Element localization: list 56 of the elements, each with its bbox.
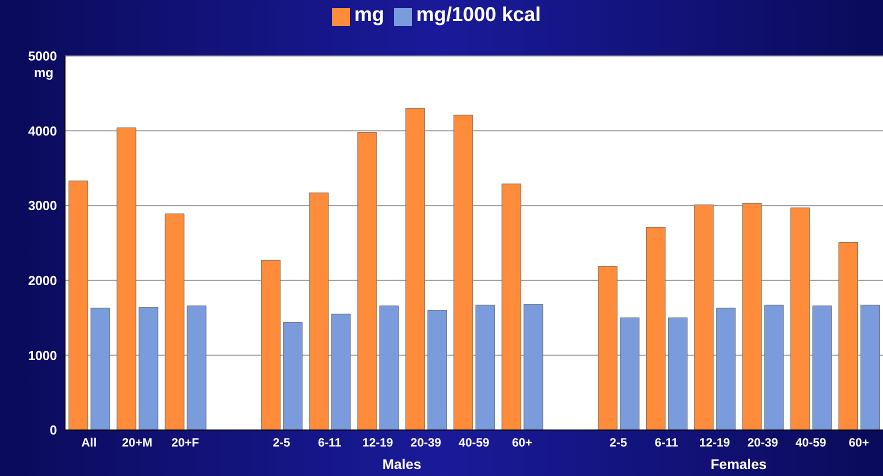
bar bbox=[742, 203, 762, 430]
text: Females bbox=[710, 456, 768, 472]
bar bbox=[476, 304, 496, 430]
bar bbox=[524, 304, 544, 430]
x-tick-label: 6-11 bbox=[654, 436, 678, 450]
y-tick-label: 4000 bbox=[28, 123, 57, 138]
bar bbox=[138, 307, 158, 430]
bar bbox=[309, 192, 329, 430]
x-tick-label: 12-19 bbox=[699, 436, 730, 450]
bar bbox=[860, 304, 880, 430]
x-tick-label: 20+F bbox=[171, 436, 200, 450]
bar bbox=[331, 314, 351, 430]
bar bbox=[694, 204, 714, 430]
x-tick-label: 20-39 bbox=[747, 436, 778, 450]
bar bbox=[357, 132, 377, 430]
x-tick-label: 6-11 bbox=[318, 436, 342, 450]
bar bbox=[764, 304, 784, 430]
bar bbox=[668, 318, 688, 430]
y-tick-label: 0 bbox=[50, 422, 57, 438]
x-tick-label: 2-5 bbox=[610, 436, 628, 450]
y-axis-title: mg bbox=[34, 65, 54, 80]
x-tick-label: 60+ bbox=[512, 436, 532, 450]
x-tick-label: 60+ bbox=[848, 436, 870, 450]
bar bbox=[283, 322, 303, 430]
y-tick-label: 2000 bbox=[28, 273, 57, 288]
bar bbox=[646, 227, 666, 430]
bar bbox=[838, 242, 858, 430]
x-tick-label: 12-19 bbox=[362, 436, 394, 450]
y-tick-label: 1000 bbox=[28, 348, 57, 363]
bar bbox=[90, 308, 110, 430]
x-tick-label: 2-5 bbox=[272, 436, 291, 450]
bar bbox=[164, 214, 184, 430]
x-tick-label: All bbox=[81, 436, 97, 450]
bar bbox=[454, 114, 474, 430]
y-tick-label: 5000 bbox=[28, 48, 57, 64]
bar bbox=[186, 306, 206, 430]
x-tick-label: 40-59 bbox=[795, 436, 826, 450]
bar bbox=[116, 128, 136, 430]
bar bbox=[790, 208, 810, 430]
bar bbox=[598, 266, 618, 430]
x-tick-label: 20-39 bbox=[410, 436, 442, 450]
bar bbox=[812, 306, 832, 430]
x-tick-label: 20+M bbox=[122, 436, 152, 450]
bar bbox=[620, 318, 640, 430]
legend-label: mg/1000 kcal bbox=[416, 4, 541, 26]
bar bbox=[261, 260, 281, 430]
legend-label: mg bbox=[354, 4, 384, 26]
bar bbox=[68, 180, 88, 430]
x-tick-label: 40-59 bbox=[458, 436, 490, 450]
bar bbox=[405, 108, 425, 430]
bar bbox=[502, 184, 522, 430]
bar bbox=[379, 306, 399, 430]
y-tick-label: 3000 bbox=[28, 198, 57, 214]
text: Males bbox=[381, 456, 422, 472]
bar bbox=[716, 308, 736, 430]
bar bbox=[427, 310, 447, 430]
